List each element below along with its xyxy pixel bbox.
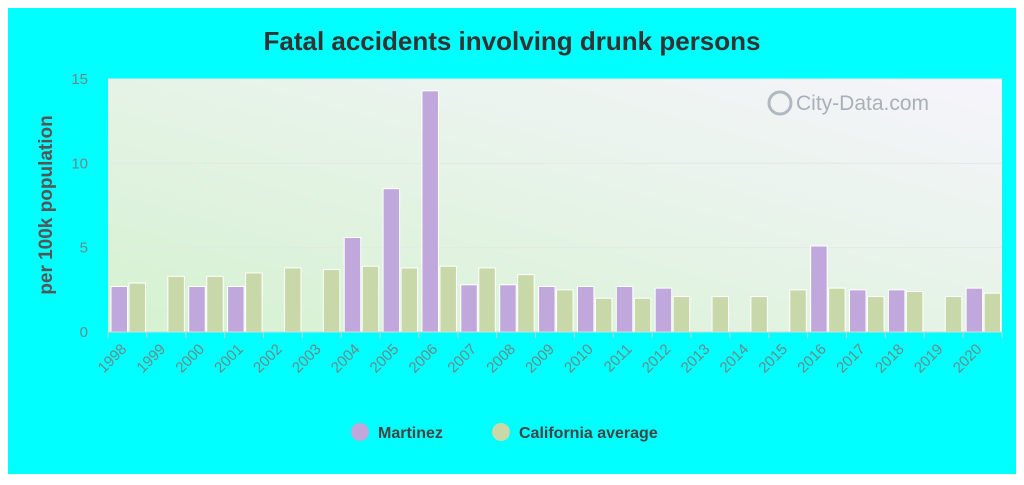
x-tick-label: 1998	[95, 341, 131, 377]
bar-martinez[interactable]	[227, 285, 245, 333]
bar-martinez[interactable]	[499, 284, 517, 333]
bar-california-average[interactable]	[478, 267, 496, 333]
x-tick-label: 2005	[367, 341, 403, 377]
bar-martinez[interactable]	[849, 289, 867, 333]
bar-california-average[interactable]	[439, 265, 457, 333]
bar-california-average[interactable]	[867, 296, 885, 333]
x-tick-label: 2010	[561, 341, 597, 377]
magnifier-icon	[767, 90, 793, 116]
bar-california-average[interactable]	[594, 297, 613, 333]
bar-martinez[interactable]	[343, 237, 362, 333]
bar-martinez[interactable]	[421, 90, 439, 333]
bar-martinez[interactable]	[460, 284, 478, 333]
bar-california-average[interactable]	[750, 296, 768, 333]
bar-martinez[interactable]	[965, 287, 984, 333]
y-tick-label: 10	[71, 155, 88, 172]
bar-california-average[interactable]	[283, 267, 302, 333]
legend-label-martinez: Martinez	[378, 425, 443, 442]
watermark-text: City-Data.com	[796, 92, 929, 115]
x-tick-label: 2001	[211, 341, 247, 377]
legend-marker-california-average	[492, 423, 510, 441]
x-tick-label: 2004	[328, 341, 364, 377]
bar-california-average[interactable]	[322, 269, 341, 333]
y-axis-label: per 100k population	[36, 115, 57, 294]
bar-california-average[interactable]	[245, 272, 263, 333]
bar-martinez[interactable]	[382, 188, 401, 333]
bar-california-average[interactable]	[556, 289, 574, 333]
bar-california-average[interactable]	[789, 289, 807, 333]
bar-martinez[interactable]	[576, 285, 595, 333]
bar-california-average[interactable]	[400, 267, 419, 333]
bar-california-average[interactable]	[167, 275, 185, 333]
chart-title: Fatal accidents involving drunk persons	[263, 26, 761, 56]
bar-california-average[interactable]	[711, 296, 730, 333]
legend-marker-martinez	[351, 423, 369, 441]
x-tick-label: 2009	[522, 341, 558, 377]
bar-california-average[interactable]	[633, 297, 652, 333]
x-tick-label: 2015	[755, 341, 791, 377]
bar-california-average[interactable]	[206, 275, 224, 333]
bar-martinez[interactable]	[654, 287, 673, 333]
bar-california-average[interactable]	[828, 287, 846, 333]
x-tick-label: 2008	[483, 341, 519, 377]
x-tick-label: 2016	[794, 341, 830, 377]
legend-label-california-average: California average	[519, 425, 658, 442]
x-tick-label: 2002	[250, 341, 286, 377]
bar-martinez[interactable]	[810, 245, 828, 333]
x-tick-label: 2017	[833, 341, 869, 377]
x-tick-label: 2006	[406, 341, 442, 377]
bar-california-average[interactable]	[128, 282, 146, 333]
bar-california-average[interactable]	[361, 265, 380, 333]
x-tick-label: 1999	[134, 341, 170, 377]
bar-martinez[interactable]	[188, 285, 206, 333]
x-tick-label: 2014	[717, 341, 753, 377]
bar-california-average[interactable]	[944, 296, 963, 333]
bar-martinez[interactable]	[110, 285, 128, 333]
y-tick-label: 15	[71, 71, 88, 88]
bar-martinez[interactable]	[615, 285, 634, 333]
watermark: City-Data.com	[767, 90, 929, 116]
bar-martinez[interactable]	[887, 289, 906, 333]
bar-california-average[interactable]	[672, 296, 691, 333]
x-tick-label: 2000	[172, 341, 208, 377]
x-tick-label: 2011	[601, 341, 636, 376]
x-tick-label: 2012	[639, 341, 675, 377]
y-tick-label: 0	[80, 324, 88, 341]
bar-california-average[interactable]	[983, 292, 1002, 333]
x-tick-label: 2018	[872, 341, 908, 377]
bar-california-average[interactable]	[905, 291, 924, 333]
x-tick-label: 2019	[911, 341, 947, 377]
y-tick-label: 5	[80, 240, 88, 257]
x-tick-label: 2003	[289, 341, 325, 377]
bar-martinez[interactable]	[538, 285, 556, 333]
x-tick-label: 2020	[950, 341, 986, 377]
bar-california-average[interactable]	[517, 274, 535, 333]
x-tick-label: 2007	[444, 341, 480, 377]
x-tick-label: 2013	[678, 341, 714, 377]
